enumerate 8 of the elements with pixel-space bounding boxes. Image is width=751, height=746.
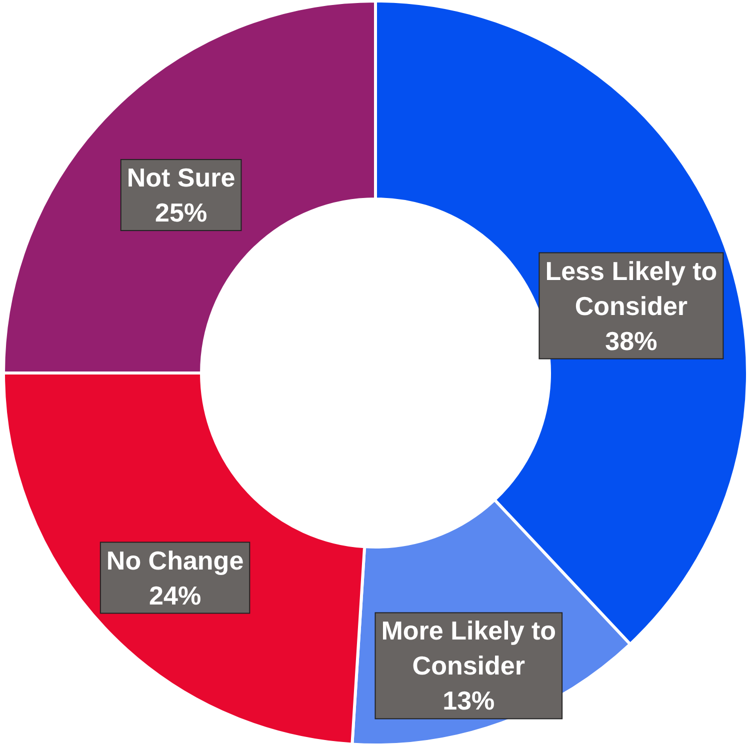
slice-label: No Change	[106, 545, 244, 576]
data-label: 38%	[605, 326, 658, 356]
data-label: 25%	[155, 198, 208, 228]
data-label: 24%	[149, 580, 202, 610]
data-label: 13%	[442, 686, 495, 716]
slice-label: Not Sure	[126, 162, 236, 193]
slice-label: Less Likely to Consider	[545, 256, 718, 321]
slice-label: More Likely to Consider	[381, 616, 556, 681]
